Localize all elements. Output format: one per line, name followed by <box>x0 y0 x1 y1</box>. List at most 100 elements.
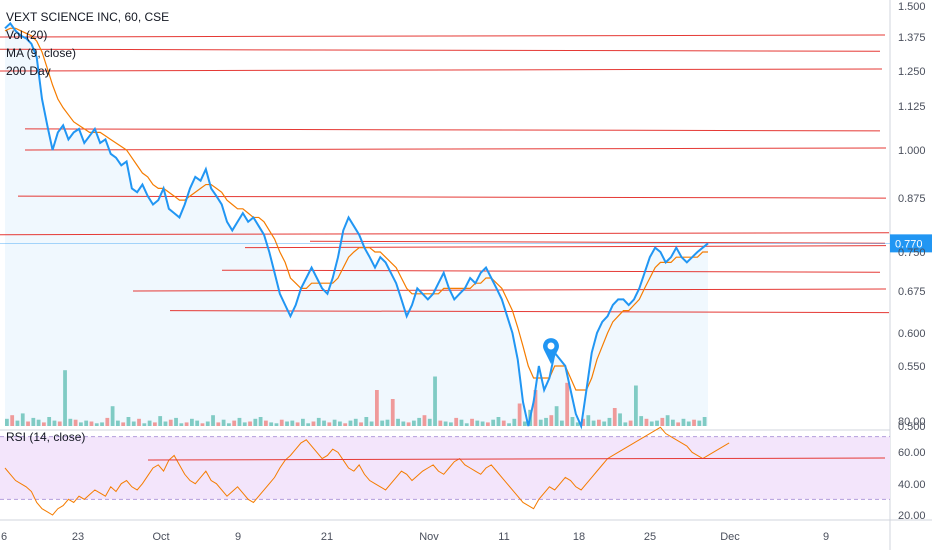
volume-bar <box>639 416 644 426</box>
volume-bar <box>195 420 200 426</box>
rsi-tick-label: 80.00 <box>898 416 926 428</box>
price-tick-label: 1.000 <box>898 145 926 157</box>
level-line <box>17 195 887 199</box>
volume-bar <box>507 423 511 426</box>
legend-ma[interactable]: MA (9, close) <box>6 46 77 60</box>
volume-bar <box>438 420 443 426</box>
volume-bar <box>512 418 517 426</box>
level-line <box>221 269 881 273</box>
volume-bar <box>20 413 25 426</box>
volume-bar <box>412 420 416 426</box>
volume-bar <box>702 417 707 426</box>
volume-bar <box>401 421 406 426</box>
level-line <box>0 68 883 72</box>
volume-bar <box>163 421 168 426</box>
volume-bar <box>591 420 596 426</box>
volume-bar <box>655 420 659 426</box>
legend-rsi[interactable]: RSI (14, close) <box>6 430 86 444</box>
legend-ma200[interactable]: 200 Day <box>6 64 51 78</box>
volume-bar <box>142 423 147 426</box>
volume-bar <box>227 423 231 426</box>
time-tick-label: Nov <box>419 531 439 543</box>
volume-bar <box>486 422 490 426</box>
volume-bar <box>353 418 358 426</box>
volume-bar <box>200 423 205 426</box>
volume-bar <box>36 419 41 426</box>
volume-bar <box>237 417 242 426</box>
time-tick-label: 6 <box>1 531 7 543</box>
volume-bar <box>121 422 126 426</box>
volume-bar <box>110 406 115 426</box>
volume-bar <box>634 385 638 426</box>
volume-bar <box>491 419 496 426</box>
volume-bar <box>549 415 554 426</box>
volume-bar <box>274 423 279 426</box>
volume-bar <box>84 420 89 426</box>
volume-bar <box>216 422 221 426</box>
level-line <box>244 245 887 249</box>
level-line <box>24 147 887 151</box>
rsi-band <box>0 436 890 500</box>
volume-bar <box>533 390 538 426</box>
last-price-label: 0.770 <box>895 238 923 250</box>
volume-bar <box>348 420 353 426</box>
volume-bar <box>79 422 83 426</box>
volume-bar <box>285 421 289 426</box>
volume-bar <box>47 417 52 426</box>
marker-balloon-dot <box>547 342 555 350</box>
volume-bar <box>158 416 163 426</box>
time-tick-label: 11 <box>498 531 509 543</box>
volume-bar <box>454 417 459 426</box>
volume-bar <box>433 376 437 426</box>
volume-bar <box>681 418 686 426</box>
volume-bar <box>427 418 432 426</box>
volume-bar <box>422 415 427 426</box>
volume-bar <box>269 422 274 426</box>
volume-bar <box>480 421 485 426</box>
rsi-tick-label: 40.00 <box>898 479 926 491</box>
rsi-tick-label: 60.00 <box>898 447 926 459</box>
level-line <box>132 288 887 292</box>
volume-bar <box>644 418 649 426</box>
volume-bar <box>205 421 210 426</box>
volume-bar <box>618 413 622 426</box>
time-tick-label: 21 <box>321 531 333 543</box>
volume-bar <box>26 421 30 426</box>
legend-volume[interactable]: Vol (20) <box>6 28 48 42</box>
volume-bar <box>671 419 675 426</box>
price-tick-label: 1.125 <box>898 101 926 113</box>
price-tick-label: 1.250 <box>898 66 926 78</box>
level-line <box>0 232 890 236</box>
volume-bar <box>517 403 522 426</box>
time-tick-label: Oct <box>152 531 169 543</box>
volume-bar <box>406 422 411 426</box>
volume-bar <box>449 422 453 426</box>
volume-bar <box>560 420 564 426</box>
volume-bar <box>459 419 464 426</box>
volume-bar <box>168 419 173 426</box>
volume-bar <box>232 420 237 426</box>
level-line <box>0 48 881 52</box>
rsi-level-line <box>147 457 886 461</box>
chart-title[interactable]: VEXT SCIENCE INC, 60, CSE <box>6 10 170 24</box>
last-price-tag <box>890 234 932 253</box>
volume-bar <box>253 418 258 426</box>
volume-bar <box>343 423 348 426</box>
price-tick-label: 1.375 <box>898 32 926 44</box>
volume-bar <box>359 422 363 426</box>
volume-bar <box>586 415 591 426</box>
volume-bar <box>179 423 184 426</box>
volume-bar <box>575 422 580 426</box>
volume-bar <box>390 399 395 426</box>
volume-bar <box>279 419 284 426</box>
volume-bar <box>31 417 36 426</box>
level-line <box>0 34 886 38</box>
volume-bar <box>475 420 480 426</box>
volume-bar <box>649 421 654 426</box>
volume-bar <box>248 421 252 426</box>
volume-bar <box>306 423 311 426</box>
volume-bar <box>316 417 321 426</box>
volume-bar <box>100 422 104 426</box>
